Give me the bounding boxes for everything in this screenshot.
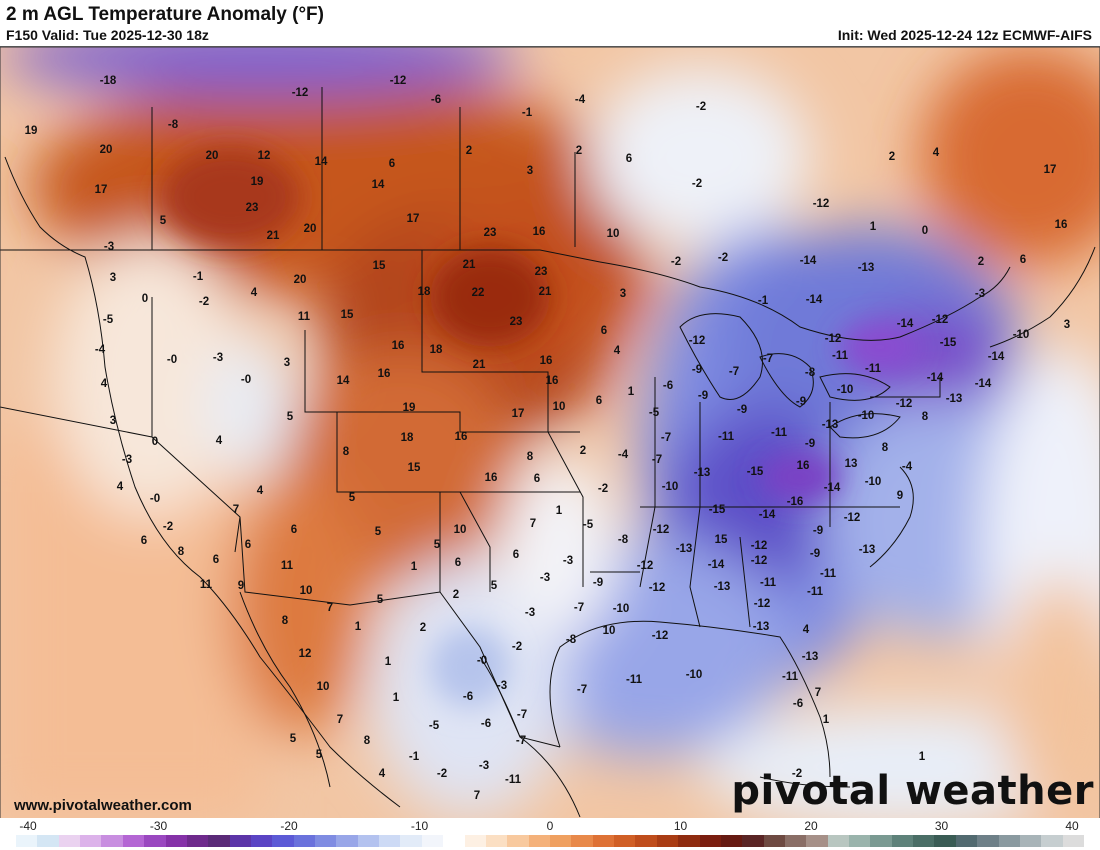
colorbar-tick-label: 10 (673, 819, 688, 833)
colorbar-swatch (635, 835, 657, 847)
colorbar-ticks: -40 -30 -20 -10 0 10 20 30 40 (0, 818, 1100, 834)
website-url: www.pivotalweather.com (14, 797, 192, 814)
colorbar-swatch (998, 835, 1020, 847)
colorbar-swatch (528, 835, 550, 847)
colorbar-swatch (955, 835, 978, 847)
colorbar-swatch (742, 835, 764, 847)
colorbar-swatch (293, 835, 316, 847)
init-time-label: Init: Wed 2025-12-24 12z ECMWF-AIFS (837, 27, 1092, 43)
temperature-anomaly-map: -18 -12 -12 -8 -6 -4 -1 -2 19 20 20 12 14 6 2 2 6 2 4 17 19 1… (0, 46, 1100, 819)
colorbar-swatch (336, 835, 358, 847)
colorbar-swatch (485, 835, 508, 847)
colorbar-tick-label: -20 (280, 819, 298, 833)
colorbar-tick-label: -30 (149, 819, 168, 833)
colorbar-swatch (186, 835, 209, 847)
colorbar-swatch (1019, 835, 1042, 847)
colorbar-swatch (614, 835, 636, 847)
colorbar-swatch (122, 835, 145, 847)
colorbar-swatch (208, 835, 230, 847)
colorbar-swatch (37, 835, 59, 847)
colorbar-swatch (165, 835, 187, 847)
colorbar-swatch (571, 835, 593, 847)
colorbar-swatch (549, 835, 572, 847)
colorbar-swatch (400, 835, 422, 847)
colorbar-swatch (315, 835, 337, 847)
colorbar-swatch (464, 835, 486, 847)
colorbar-swatch (101, 835, 123, 847)
colorbar-swatch (763, 835, 785, 847)
colorbar-tick-label: 40 (1065, 819, 1079, 833)
map-title: 2 m AGL Temperature Anomaly (°F) (6, 4, 324, 25)
colorbar-tick-label: 0 (546, 819, 554, 833)
colorbar-tick-label: -10 (410, 819, 429, 833)
colorbar-swatch (357, 835, 380, 847)
colorbar-swatch (784, 835, 807, 847)
brand-logo: pivotal weather (731, 768, 1094, 814)
colorbar-swatch (144, 835, 166, 847)
coastlines (4, 156, 1096, 818)
colorbar-swatch (58, 835, 81, 847)
colorbar-swatch (1041, 835, 1063, 847)
colorbar-swatch (849, 835, 871, 847)
colorbar-swatch (656, 835, 679, 847)
colorbar-swatch (827, 835, 850, 847)
colorbar-swatch (421, 835, 444, 847)
colorbar-swatch (229, 835, 251, 847)
colorbar-tick-label: 30 (934, 819, 949, 833)
colorbar: -40 -30 -20 -10 0 10 20 30 40 (0, 818, 1100, 850)
colorbar-swatch (870, 835, 892, 847)
colorbar-swatch (977, 835, 999, 847)
colorbar-swatch (913, 835, 935, 847)
colorbar-swatch (934, 835, 956, 847)
colorbar-swatch (678, 835, 700, 847)
colorbar-swatch (272, 835, 294, 847)
colorbar-swatch (720, 835, 743, 847)
colorbar-swatch (592, 835, 615, 847)
anomaly-detail (160, 147, 920, 707)
colorbar-swatches (16, 835, 1084, 847)
colorbar-swatch (379, 835, 401, 847)
colorbar-swatch (80, 835, 102, 847)
valid-time-label: F150 Valid: Tue 2025-12-30 18z (6, 27, 209, 43)
map-header: 2 m AGL Temperature Anomaly (°F) F150 Va… (0, 0, 1100, 46)
map-canvas (0, 47, 1100, 819)
colorbar-tick-label: -40 (19, 819, 37, 833)
colorbar-swatch (1062, 835, 1084, 847)
us-canada-border (0, 249, 601, 263)
colorbar-swatch (806, 835, 828, 847)
colorbar-swatch (16, 835, 38, 847)
colorbar-swatch (250, 835, 273, 847)
colorbar-swatch (699, 835, 721, 847)
colorbar-swatch (891, 835, 914, 847)
colorbar-swatch (443, 835, 465, 847)
colorbar-tick-label: 20 (804, 819, 818, 833)
colorbar-swatch (507, 835, 529, 847)
